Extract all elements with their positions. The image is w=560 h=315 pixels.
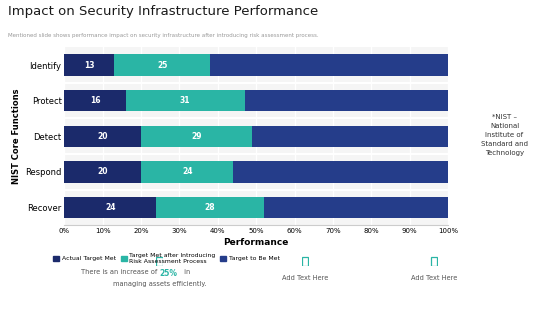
Bar [64,197,156,218]
Bar [126,90,245,111]
Bar [210,54,448,76]
Text: There is an increase of: There is an increase of [81,269,160,275]
Text: 31: 31 [180,96,190,105]
Bar [253,126,448,147]
Text: 16: 16 [90,96,100,105]
Text: in: in [182,269,190,275]
Bar [64,126,141,147]
Bar [64,54,114,76]
Text: Add Text Here: Add Text Here [411,275,457,281]
Text: 25: 25 [157,60,167,70]
Bar [245,90,448,111]
Text: Impact on Security Infrastructure Performance: Impact on Security Infrastructure Perfor… [8,5,319,18]
Text: 25%: 25% [160,269,178,278]
Text: managing assets efficiently.: managing assets efficiently. [113,281,206,287]
Text: Key Takeaways: Key Takeaways [25,266,96,275]
Bar [141,161,233,182]
Bar [233,161,448,182]
Legend: Actual Target Met, Target Met after Introducing
Risk Assessment Process, Target : Actual Target Met, Target Met after Intr… [50,250,282,266]
Text: 13: 13 [84,60,95,70]
Text: 24: 24 [105,203,116,212]
X-axis label: Performance: Performance [223,238,289,247]
Text: 29: 29 [192,132,202,141]
Text: 28: 28 [205,203,216,212]
Text: 20: 20 [97,132,108,141]
Text: Add Text Here: Add Text Here [282,275,328,281]
Bar [64,161,141,182]
Bar [264,197,448,218]
Bar [114,54,210,76]
Bar [64,90,126,111]
Bar [156,197,264,218]
Text: 20: 20 [97,167,108,176]
Text: Mentioned slide shows performance impact on security infrastructure after introd: Mentioned slide shows performance impact… [8,33,319,38]
Y-axis label: NIST Core Functions: NIST Core Functions [12,89,21,184]
Text: *NIST –
National
Institute of
Standard and
Technology: *NIST – National Institute of Standard a… [481,114,528,156]
Bar [141,126,253,147]
Text: 24: 24 [182,167,193,176]
